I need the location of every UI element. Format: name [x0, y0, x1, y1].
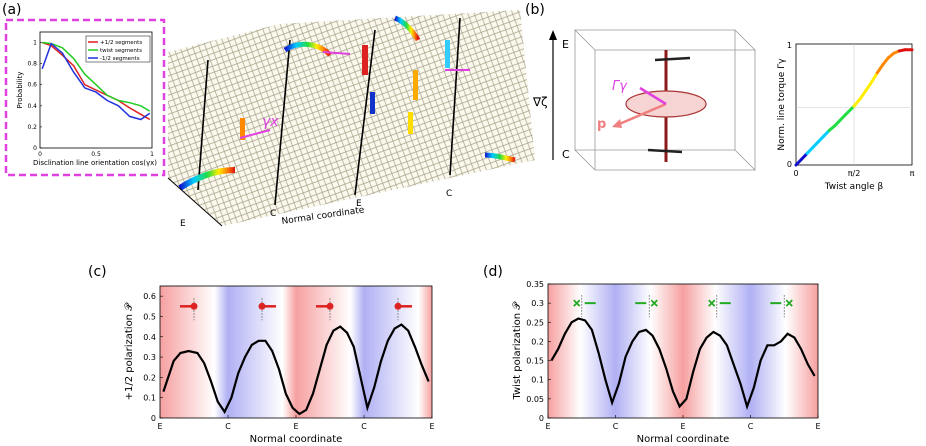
- y-tick-label: 0.6: [143, 292, 156, 301]
- inset-ylabel: Probability: [16, 71, 24, 108]
- x-tick-label: C: [225, 422, 231, 431]
- inset-y-tick-label: 0.6: [27, 82, 37, 89]
- inset-legend-entry: +1/2 segments: [100, 40, 142, 46]
- y-tick-label: 0.1: [143, 394, 156, 403]
- chart-ylabel: Twist polarization 𝒫: [512, 301, 523, 401]
- y-tick-label: 0.5: [143, 312, 156, 321]
- y-tick-label: 0.25: [526, 318, 544, 327]
- y-tick-label: 0.2: [143, 373, 156, 382]
- panel-label-a: (a): [2, 2, 22, 18]
- inset-y-tick-label: 0.4: [27, 103, 37, 110]
- inset-series-line: [41, 41, 151, 121]
- plus-half-marker-dot: [394, 302, 402, 310]
- x-tick-label: E: [429, 422, 434, 431]
- plus-half-marker-dot: [190, 302, 198, 310]
- torque-curve-segment: [875, 63, 885, 75]
- x-tick-label: E: [545, 422, 550, 431]
- panel-label-b: (b): [525, 2, 545, 18]
- torque-x-tick: π: [910, 169, 915, 178]
- x-tick-label: C: [361, 422, 367, 431]
- inset-legend-entry: -1/2 segments: [100, 56, 140, 62]
- twist-polarization-chart: 0 0.05 0.1 0.15 0.2 0.25 0.3 0.35 E C E C E Normal co…: [512, 280, 821, 445]
- x-tick-label: C: [748, 422, 754, 431]
- inset-axes: [39, 31, 153, 149]
- torque-curve-segment: [870, 71, 879, 84]
- torque-y-tick: 0: [787, 160, 792, 169]
- inset-series-line: [42, 41, 151, 112]
- data-line: [550, 317, 816, 411]
- band-background: [160, 286, 432, 418]
- normal-label-3: C: [446, 189, 452, 199]
- torque-chart: 0 1 0 π/2 π Twist angle β Norm. line torque Γγ: [777, 41, 915, 192]
- y-tick-label: 0.3: [531, 299, 544, 308]
- inset-legend-entry: twist segments: [100, 48, 142, 54]
- x-tick-label: E: [815, 422, 820, 431]
- inset-x-tick-label: 0.5: [91, 151, 101, 158]
- y-tick-label: 0.35: [526, 280, 544, 289]
- y-tick-label: 0.15: [526, 357, 544, 366]
- chart-xlabel: Normal coordinate: [250, 434, 343, 445]
- panel-label-d: (d): [483, 264, 503, 280]
- p-label: p: [597, 117, 606, 132]
- normal-label-2: E: [356, 199, 362, 209]
- cube-bottom-label: C: [562, 148, 570, 161]
- plus-half-marker-dot: [326, 302, 334, 310]
- data-line: [162, 323, 430, 416]
- chart-xlabel: Normal coordinate: [637, 434, 730, 445]
- twist-marker-cross: [785, 299, 793, 307]
- inset-x-tick-label: 1: [150, 151, 154, 158]
- torque-curve-segment: [844, 104, 856, 116]
- normal-label-1: C: [270, 209, 276, 219]
- inset-y-tick-label: 0: [33, 145, 37, 152]
- gamma-label: γx: [262, 114, 279, 130]
- inset-y-tick-label: 0.8: [27, 61, 37, 68]
- y-tick-label: 0: [151, 414, 156, 423]
- inset-xlabel: Disclination line orientation cos(γx): [33, 159, 157, 167]
- twist-marker-cross: [573, 299, 581, 307]
- y-tick-label: 0.05: [526, 395, 544, 404]
- y-tick-label: 0.3: [143, 353, 156, 362]
- torque-xlabel: Twist angle β: [824, 182, 884, 192]
- polarization-half-chart: 0 0.1 0.2 0.3 0.4 0.5 0.6 E C E C E Normal coordinat…: [124, 285, 435, 445]
- panel-label-c: (c): [88, 264, 107, 280]
- torque-curve-segment: [852, 96, 863, 108]
- torque-label: Γγ: [612, 79, 628, 94]
- chart-ylabel: +1/2 polarization 𝒫: [124, 302, 135, 401]
- gradient-label: ∇ζ: [532, 95, 548, 109]
- x-tick-label: E: [293, 422, 298, 431]
- torque-ylabel: Norm. line torque Γγ: [777, 58, 787, 151]
- x-tick-label: E: [157, 422, 162, 431]
- panel-b-cube: ∇ζ E C p Γγ: [532, 29, 756, 171]
- band-background: [548, 284, 818, 418]
- twist-marker-cross: [708, 299, 716, 307]
- inset-y-tick-label: 1: [33, 40, 37, 47]
- panel-a-surface: γx E C E C Normal coordinate: [167, 10, 535, 229]
- inset-series-line: [41, 42, 151, 121]
- y-tick-label: 0.4: [143, 333, 156, 342]
- cube-top-label: E: [562, 38, 569, 51]
- x-tick-label: C: [613, 422, 619, 431]
- y-tick-label: 0.2: [531, 337, 544, 346]
- x-tick-label: E: [680, 422, 685, 431]
- torque-x-tick: π/2: [848, 169, 861, 178]
- torque-x-tick: 0: [793, 169, 798, 178]
- inset-x-tick-label: 0: [38, 151, 42, 158]
- torque-y-tick: 1: [787, 41, 792, 50]
- twist-marker-cross: [650, 299, 658, 307]
- plus-half-marker-dot: [258, 302, 266, 310]
- y-tick-label: 0.1: [531, 376, 544, 385]
- y-tick-label: 0: [539, 414, 544, 423]
- torque-curve-segment: [864, 80, 874, 92]
- inset-y-tick-label: 0.2: [27, 124, 37, 131]
- torque-curve-segment: [859, 88, 868, 100]
- normal-label-0: E: [180, 219, 186, 229]
